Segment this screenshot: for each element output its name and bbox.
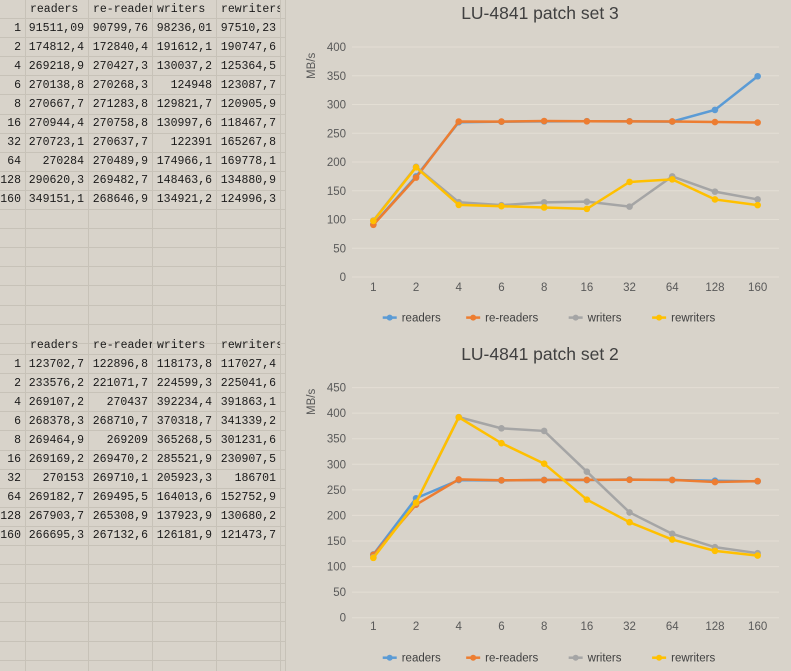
svg-text:200: 200 (327, 157, 346, 169)
svg-text:6: 6 (498, 282, 504, 294)
svg-text:160: 160 (748, 282, 767, 294)
svg-text:1: 1 (370, 282, 376, 294)
svg-text:writers: writers (587, 653, 622, 665)
svg-text:64: 64 (666, 282, 679, 294)
svg-text:250: 250 (327, 485, 346, 497)
svg-text:450: 450 (327, 383, 346, 395)
svg-text:0: 0 (340, 272, 346, 284)
svg-text:350: 350 (327, 71, 346, 83)
svg-text:LU-4841 patch set 3: LU-4841 patch set 3 (461, 3, 619, 23)
svg-text:rewriters: rewriters (671, 313, 715, 325)
svg-text:16: 16 (580, 621, 593, 633)
svg-text:350: 350 (327, 434, 346, 446)
svg-text:128: 128 (705, 621, 724, 633)
svg-text:150: 150 (327, 186, 346, 198)
svg-text:1: 1 (370, 621, 376, 633)
svg-text:150: 150 (327, 536, 346, 548)
svg-text:300: 300 (327, 100, 346, 112)
svg-text:400: 400 (327, 408, 346, 420)
svg-text:32: 32 (623, 621, 636, 633)
svg-text:4: 4 (456, 282, 463, 294)
svg-text:300: 300 (327, 459, 346, 471)
svg-text:50: 50 (333, 243, 346, 255)
svg-text:readers: readers (402, 653, 441, 665)
svg-text:rewriters: rewriters (671, 653, 715, 665)
svg-text:0: 0 (340, 613, 346, 625)
svg-text:50: 50 (333, 587, 346, 599)
svg-text:200: 200 (327, 510, 346, 522)
svg-text:re-readers: re-readers (485, 313, 538, 325)
svg-text:100: 100 (327, 562, 346, 574)
svg-text:writers: writers (587, 313, 622, 325)
svg-text:160: 160 (748, 621, 767, 633)
svg-text:16: 16 (580, 282, 593, 294)
svg-text:2: 2 (413, 282, 419, 294)
svg-text:6: 6 (498, 621, 504, 633)
svg-text:64: 64 (666, 621, 679, 633)
svg-text:LU-4841 patch set 2: LU-4841 patch set 2 (461, 344, 619, 364)
svg-text:re-readers: re-readers (485, 653, 538, 665)
svg-text:100: 100 (327, 215, 346, 227)
svg-text:2: 2 (413, 621, 419, 633)
svg-text:4: 4 (456, 621, 463, 633)
svg-text:8: 8 (541, 621, 547, 633)
svg-text:32: 32 (623, 282, 636, 294)
svg-text:400: 400 (327, 42, 346, 54)
svg-text:8: 8 (541, 282, 547, 294)
svg-text:128: 128 (705, 282, 724, 294)
svg-text:250: 250 (327, 128, 346, 140)
svg-text:readers: readers (402, 313, 441, 325)
